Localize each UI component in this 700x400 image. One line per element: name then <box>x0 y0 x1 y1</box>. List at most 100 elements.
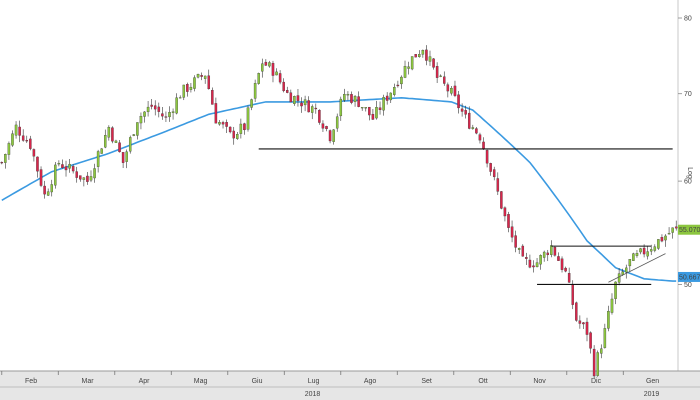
candle-body <box>71 166 75 172</box>
candle-body <box>564 267 567 272</box>
candle-body <box>532 265 535 268</box>
candle-body <box>32 149 36 157</box>
candle <box>50 179 53 197</box>
candle-body <box>660 237 664 242</box>
moving-average-layer <box>1 96 677 282</box>
candle-body <box>175 97 178 114</box>
candle <box>532 260 535 273</box>
candle-body <box>607 310 610 329</box>
candle-body <box>589 332 592 349</box>
candle <box>578 315 582 329</box>
candle-body <box>296 95 300 101</box>
candle-body <box>582 322 585 325</box>
candle-body <box>657 239 660 249</box>
candle <box>575 301 578 322</box>
candle-body <box>29 138 32 149</box>
candle <box>232 126 235 145</box>
candle-body <box>7 143 11 155</box>
candle-body <box>460 108 464 112</box>
candle <box>189 83 193 93</box>
candle <box>89 170 93 183</box>
candle-body <box>143 111 146 117</box>
candle <box>339 96 343 121</box>
candle-body <box>353 96 357 102</box>
candle <box>393 83 396 97</box>
candle <box>79 175 82 182</box>
candle-body <box>649 249 653 252</box>
candle-body <box>542 251 546 258</box>
candle <box>460 103 464 117</box>
candle-body <box>450 87 453 94</box>
candle-body <box>146 106 150 113</box>
candle-body <box>482 141 485 149</box>
candle-body <box>492 169 496 178</box>
candle <box>14 121 18 139</box>
candle-body <box>261 63 264 72</box>
candle <box>582 321 585 329</box>
x-tick-label: Giu <box>252 378 263 385</box>
y-axis-layer: 50 60 70 80 Log <box>678 16 693 289</box>
candle-body <box>18 126 21 136</box>
candle-body <box>253 83 257 99</box>
candle-body <box>286 90 289 93</box>
candle <box>278 70 282 85</box>
candle-body <box>121 152 125 163</box>
candle-body <box>300 102 303 107</box>
candle <box>425 45 428 66</box>
candle-body <box>11 133 14 146</box>
candle-body <box>275 71 278 76</box>
candle-body <box>164 116 168 118</box>
candle <box>478 132 482 144</box>
candle-body <box>182 84 186 98</box>
candle-body <box>186 84 189 92</box>
candle <box>111 126 114 144</box>
candle-body <box>596 352 599 376</box>
candle-body <box>221 122 225 125</box>
candle <box>218 119 221 126</box>
candle-body <box>293 96 296 104</box>
candle <box>43 180 46 199</box>
candle <box>143 111 146 123</box>
candle <box>596 350 599 377</box>
candle <box>225 119 228 134</box>
candle <box>407 61 410 75</box>
candle-body <box>228 126 232 133</box>
candle <box>82 177 86 187</box>
x-tick-label: Lug <box>308 378 320 385</box>
candle <box>221 120 225 129</box>
price-badges-layer: 55.0700 50.6678 <box>678 224 700 282</box>
candle <box>139 112 143 130</box>
candle <box>635 250 639 258</box>
candle-body <box>161 113 164 117</box>
candle-body <box>357 96 360 107</box>
candle-body <box>153 105 157 110</box>
candle-body <box>475 128 478 134</box>
candle <box>250 98 253 111</box>
candle-body <box>635 253 639 256</box>
candle <box>178 95 182 99</box>
candle-body <box>189 86 193 90</box>
candle-body <box>196 74 200 78</box>
candle <box>432 57 435 70</box>
candle-body <box>610 298 614 313</box>
candle-body <box>553 247 557 256</box>
candle <box>71 164 75 174</box>
candle <box>600 344 603 359</box>
candle-body <box>567 273 571 283</box>
candle-body <box>496 178 500 192</box>
candle <box>564 266 567 273</box>
candle <box>560 256 564 273</box>
candle <box>371 108 375 121</box>
candle-body <box>207 75 211 90</box>
candle-body <box>271 63 275 76</box>
candle <box>421 49 425 58</box>
candle-body <box>250 99 253 108</box>
moving-average-line <box>1 96 677 282</box>
candle <box>353 94 357 107</box>
candle <box>439 74 442 78</box>
candle-body <box>332 129 335 142</box>
candle-body <box>350 94 353 103</box>
candle-body <box>393 87 396 95</box>
candle-body <box>132 134 136 136</box>
